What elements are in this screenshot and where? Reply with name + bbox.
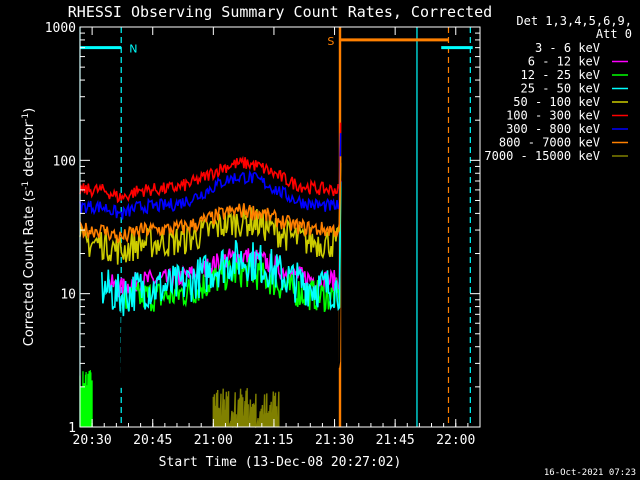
legend-title-2: Att 0 bbox=[596, 27, 632, 41]
series-line-3 bbox=[101, 181, 342, 317]
series-line-0 bbox=[120, 195, 342, 388]
series-line-8 bbox=[212, 388, 280, 428]
series-line-4 bbox=[79, 162, 342, 265]
x-axis-label: Start Time (13-Dec-08 20:27:02) bbox=[159, 455, 402, 470]
legend-label-2: 12 - 25 keV bbox=[521, 68, 600, 82]
x-tick-label-4: 21:30 bbox=[315, 433, 354, 448]
chart-title: RHESSI Observing Summary Count Rates, Co… bbox=[68, 3, 492, 21]
attenuator-label-1: S bbox=[327, 35, 334, 48]
series-line-1 bbox=[108, 180, 342, 298]
y-axis-label-part: Corrected Count Rate (s bbox=[22, 190, 37, 347]
series-line-5 bbox=[79, 122, 342, 204]
x-tick-label-6: 22:00 bbox=[436, 433, 475, 448]
y-tick-label-1: 10 bbox=[60, 288, 76, 303]
legend-label-5: 100 - 300 keV bbox=[506, 109, 600, 123]
legend-title-1: Det 1,3,4,5,6,9, bbox=[516, 14, 632, 28]
series-line-2-early bbox=[79, 370, 93, 428]
legend-label-3: 25 - 50 keV bbox=[521, 82, 600, 96]
legend-label-7: 800 - 7000 keV bbox=[499, 136, 600, 150]
series-line-6 bbox=[79, 133, 342, 220]
x-tick-label-1: 20:45 bbox=[133, 433, 172, 448]
timestamp: 16-Oct-2021 07:23 bbox=[544, 468, 636, 478]
x-tick-label-3: 21:15 bbox=[254, 433, 293, 448]
x-tick-label-5: 21:45 bbox=[376, 433, 415, 448]
legend-label-0: 3 - 6 keV bbox=[535, 41, 600, 55]
y-tick-label-2: 100 bbox=[53, 154, 76, 169]
series-line-7 bbox=[79, 156, 342, 244]
legend-label-8: 7000 - 15000 keV bbox=[484, 149, 600, 163]
y-axis-label: Corrected Count Rate (s-1 detector-1) bbox=[21, 108, 37, 346]
y-axis-label-part: ) bbox=[22, 108, 37, 113]
y-axis-label-sup: -1 bbox=[21, 113, 31, 122]
x-tick-label-0: 20:30 bbox=[73, 433, 112, 448]
plot-frame bbox=[79, 26, 481, 428]
y-tick-label-0: 1 bbox=[68, 421, 76, 436]
legend-label-6: 300 - 800 keV bbox=[506, 122, 600, 136]
y-axis-label-sup: -1 bbox=[21, 181, 31, 190]
y-axis-label-part: detector bbox=[22, 121, 37, 181]
legend-label-1: 6 - 12 keV bbox=[528, 55, 600, 69]
x-tick-label-2: 21:00 bbox=[194, 433, 233, 448]
attenuator-label-0: N bbox=[129, 43, 137, 56]
y-tick-label-3: 1000 bbox=[45, 21, 76, 36]
legend-label-4: 50 - 100 keV bbox=[513, 95, 600, 109]
